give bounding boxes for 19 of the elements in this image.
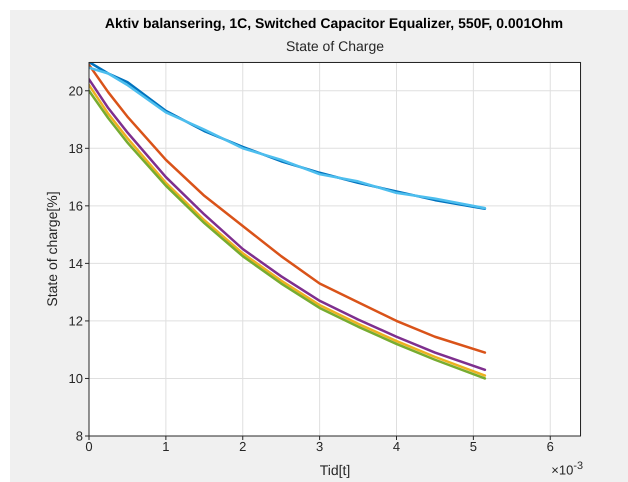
x-tick-label: 6 (546, 439, 554, 454)
x-tick-label: 3 (316, 439, 324, 454)
chart-title: Aktiv balansering, 1C, Switched Capacitor Equalizer, 550F, 0.001Ohm (104, 15, 564, 31)
y-tick-label: 16 (68, 198, 83, 214)
y-tick-label: 18 (68, 140, 83, 156)
text: ×10$^{-3}$ (551, 460, 583, 478)
y-axis-title: State of charge[%] (44, 191, 60, 307)
x-tick-label: 1 (162, 439, 170, 454)
y-tick-label: 12 (68, 314, 83, 329)
x-tick-label: 4 (392, 439, 400, 454)
y-tick-label: 10 (68, 371, 83, 386)
x-tick-label: 5 (470, 439, 477, 454)
y-tick-label: 14 (68, 256, 83, 271)
y-tick-label: 20 (68, 83, 83, 98)
x-tick-label: 0 (85, 439, 93, 454)
chart-subtitle: State of Charge (284, 38, 386, 54)
x-axis-title: Tid[t] (320, 462, 350, 478)
x-tick-label: 2 (239, 439, 246, 454)
y-tick-label: 8 (76, 428, 83, 444)
